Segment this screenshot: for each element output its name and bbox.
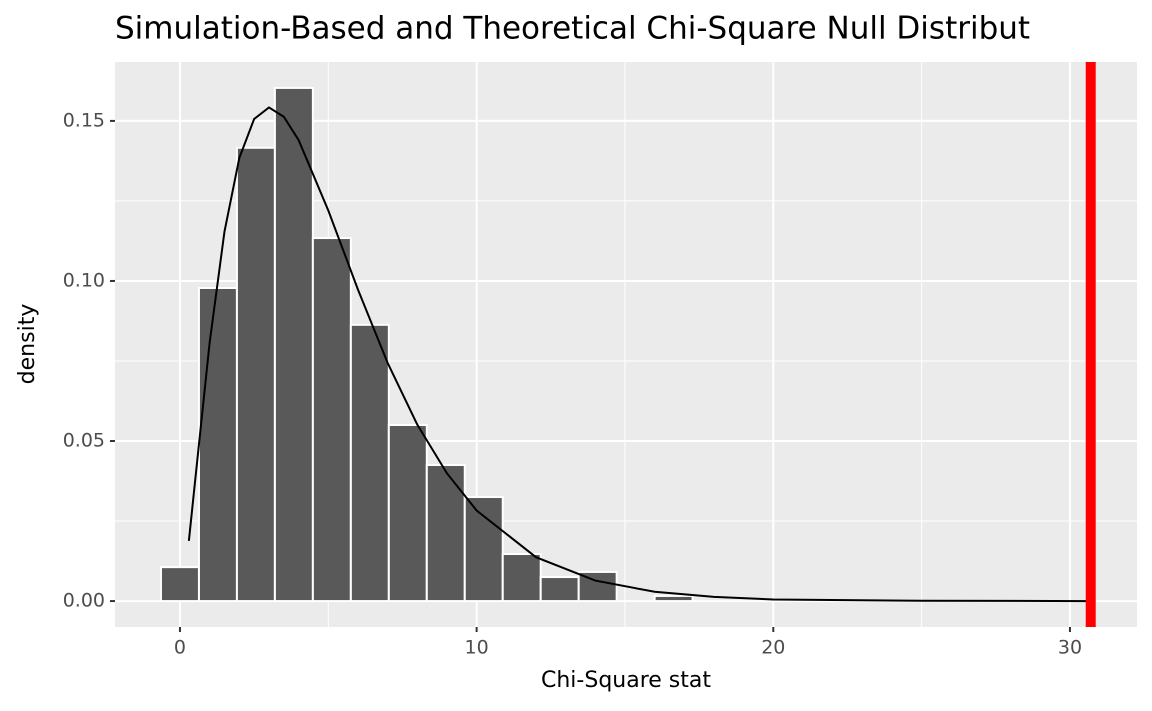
bar bbox=[197, 287, 238, 603]
x-tick-label: 10 bbox=[465, 637, 489, 659]
x-tick-label: 30 bbox=[1058, 637, 1082, 659]
density-curve bbox=[187, 106, 1091, 603]
bar bbox=[159, 566, 200, 603]
bar bbox=[349, 323, 390, 603]
bar bbox=[463, 496, 504, 603]
bar bbox=[273, 86, 314, 603]
bar bbox=[235, 146, 276, 603]
y-tick-label: 0.10 bbox=[63, 269, 105, 291]
y-tick-label: 0.05 bbox=[63, 430, 105, 452]
y-tick-label: 0.15 bbox=[63, 109, 105, 131]
bar bbox=[501, 553, 542, 603]
x-tick-label: 20 bbox=[761, 637, 785, 659]
bar bbox=[425, 464, 466, 603]
x-axis-title: Chi-Square stat bbox=[541, 668, 711, 693]
y-axis-title: density bbox=[15, 304, 40, 385]
chart-title: Simulation-Based and Theoretical Chi-Squ… bbox=[115, 11, 1030, 47]
bar bbox=[311, 237, 352, 603]
y-tick-label: 0.00 bbox=[63, 590, 105, 612]
bar bbox=[387, 424, 428, 603]
bar bbox=[653, 594, 694, 603]
bar bbox=[539, 576, 580, 603]
x-tick-label: 0 bbox=[174, 637, 186, 659]
